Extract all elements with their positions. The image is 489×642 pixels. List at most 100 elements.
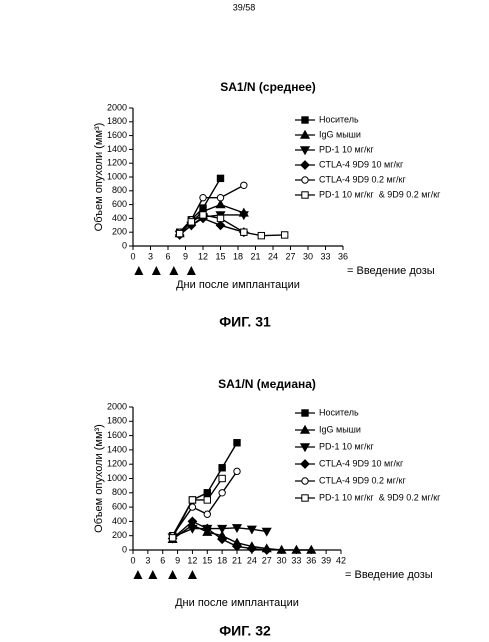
y-tick-label: 0 bbox=[122, 240, 127, 250]
marker bbox=[240, 228, 248, 236]
x-tick-label: 33 bbox=[291, 555, 301, 565]
chart-title: SA1/N (медиана) bbox=[218, 377, 316, 391]
marker bbox=[246, 543, 257, 554]
marker bbox=[301, 116, 309, 124]
dose-marker bbox=[187, 570, 197, 579]
x-tick-label: 6 bbox=[160, 555, 165, 565]
marker bbox=[218, 464, 226, 472]
y-axis-label: Объем опухоли (мм³) bbox=[93, 424, 105, 533]
marker bbox=[299, 443, 311, 453]
marker bbox=[238, 211, 249, 221]
y-tick-label: 600 bbox=[112, 199, 127, 209]
marker bbox=[232, 541, 242, 552]
marker bbox=[257, 231, 266, 240]
marker bbox=[301, 494, 309, 502]
x-tick-label: 18 bbox=[233, 251, 243, 261]
marker bbox=[217, 524, 228, 534]
legend-label: CTLA-4 9D9 10 мг/кг bbox=[319, 159, 404, 169]
legend-label: Носитель bbox=[319, 114, 359, 124]
marker bbox=[202, 523, 213, 534]
x-tick-label: 30 bbox=[303, 251, 313, 261]
series-line bbox=[171, 478, 223, 539]
legend-label: PD-1 10 мг/кг bbox=[319, 441, 374, 451]
x-tick-label: 12 bbox=[198, 251, 208, 261]
y-tick-label: 1200 bbox=[107, 459, 127, 469]
marker bbox=[233, 467, 241, 476]
y-tick-label: 1400 bbox=[107, 144, 127, 154]
dose-marker bbox=[133, 570, 143, 579]
y-tick-label: 0 bbox=[122, 544, 127, 554]
y-tick-label: 200 bbox=[112, 227, 127, 237]
marker bbox=[299, 424, 311, 434]
y-tick-label: 400 bbox=[112, 213, 127, 223]
figure-caption: ФИГ. 31 bbox=[219, 314, 271, 330]
dose-label: = Введение дозы bbox=[347, 265, 435, 277]
marker bbox=[301, 191, 309, 199]
marker bbox=[188, 496, 197, 504]
legend-label: PD-1 10 мг/кг & 9D9 0.2 мг/кг bbox=[319, 189, 441, 199]
x-tick-label: 3 bbox=[145, 555, 150, 565]
x-tick-label: 0 bbox=[130, 251, 135, 261]
legend-label: CTLA-4 9D9 10 мг/кг bbox=[319, 458, 404, 468]
x-tick-label: 36 bbox=[338, 251, 348, 261]
dose-marker bbox=[186, 266, 196, 275]
marker bbox=[261, 527, 272, 537]
marker bbox=[175, 229, 184, 238]
y-axis-label: Объем опухоли (мм³) bbox=[93, 123, 105, 232]
marker bbox=[203, 496, 211, 504]
y-tick-label: 1800 bbox=[107, 416, 127, 426]
dose-marker bbox=[151, 266, 161, 275]
y-tick-label: 800 bbox=[112, 185, 127, 195]
y-tick-label: 1000 bbox=[107, 171, 127, 181]
marker bbox=[187, 516, 198, 527]
y-tick-label: 1800 bbox=[107, 116, 127, 126]
marker bbox=[215, 220, 226, 231]
x-tick-label: 0 bbox=[130, 555, 135, 565]
x-tick-label: 36 bbox=[306, 555, 316, 565]
legend-label: Носитель bbox=[319, 407, 359, 417]
marker bbox=[216, 194, 225, 202]
x-tick-label: 9 bbox=[183, 251, 188, 261]
y-tick-label: 2000 bbox=[107, 401, 127, 411]
marker bbox=[218, 474, 226, 483]
x-tick-label: 24 bbox=[268, 251, 278, 261]
marker bbox=[291, 544, 302, 554]
marker bbox=[246, 525, 257, 535]
marker bbox=[203, 489, 211, 497]
marker bbox=[199, 194, 207, 202]
marker bbox=[216, 174, 225, 183]
marker bbox=[203, 510, 211, 518]
y-tick-label: 1000 bbox=[107, 473, 127, 483]
marker bbox=[301, 409, 309, 417]
marker bbox=[300, 459, 310, 469]
dose-marker bbox=[169, 266, 179, 275]
marker bbox=[187, 218, 196, 226]
legend-label: PD-1 10 мг/кг bbox=[319, 144, 374, 154]
x-tick-label: 6 bbox=[165, 251, 170, 261]
legend-label: PD-1 10 мг/кг & 9D9 0.2 мг/кг bbox=[319, 492, 441, 502]
y-tick-label: 800 bbox=[112, 487, 127, 497]
marker bbox=[231, 524, 243, 534]
legend-label: CTLA-4 9D9 0.2 мг/кг bbox=[319, 475, 406, 485]
dose-label: = Введение дозы bbox=[345, 569, 433, 581]
y-tick-label: 1400 bbox=[107, 444, 127, 454]
x-tick-label: 27 bbox=[262, 555, 272, 565]
y-tick-label: 400 bbox=[112, 516, 127, 526]
y-tick-label: 1600 bbox=[107, 430, 127, 440]
y-tick-label: 200 bbox=[112, 530, 127, 540]
marker bbox=[199, 211, 207, 219]
x-tick-label: 30 bbox=[277, 555, 287, 565]
marker bbox=[233, 439, 241, 447]
marker bbox=[301, 176, 309, 184]
marker bbox=[299, 146, 311, 156]
marker bbox=[306, 544, 317, 554]
marker bbox=[216, 214, 225, 223]
x-tick-label: 9 bbox=[175, 555, 180, 565]
x-tick-label: 27 bbox=[285, 251, 295, 261]
dose-marker bbox=[168, 570, 178, 579]
x-tick-label: 18 bbox=[217, 555, 227, 565]
y-tick-label: 600 bbox=[112, 501, 127, 511]
y-tick-label: 2000 bbox=[107, 102, 127, 112]
